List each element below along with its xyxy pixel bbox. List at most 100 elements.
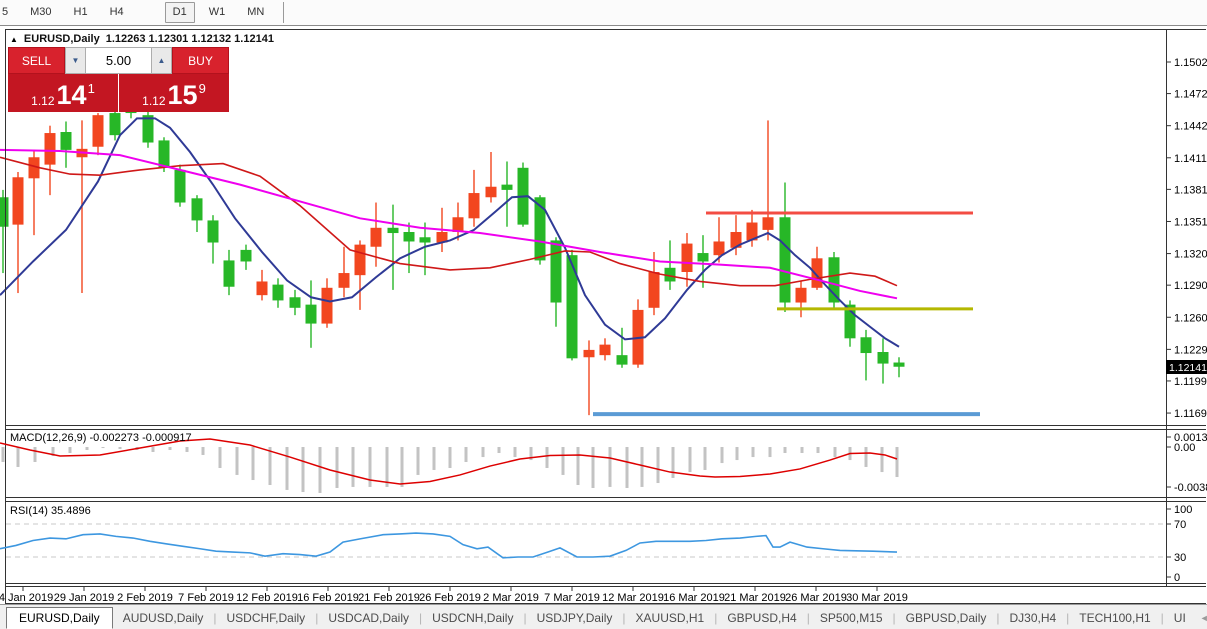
- rsi-pane[interactable]: RSI(14) 35.4896 100 70 30 0: [0, 504, 1192, 584]
- tab-xauusd-h1[interactable]: XAUUSD,H1: [635, 610, 705, 625]
- candle-body: [0, 197, 9, 227]
- svg-text:1.12141: 1.12141: [1169, 362, 1207, 374]
- candle-body: [436, 232, 448, 243]
- candle-body: [566, 255, 578, 359]
- sell-price-box[interactable]: 1.12 14 1: [8, 74, 118, 112]
- tab-separator: |: [714, 610, 718, 625]
- candle-body: [354, 244, 366, 276]
- candle-body: [158, 140, 170, 168]
- tab-scroll-left-icon[interactable]: ◄: [1200, 613, 1207, 623]
- price-tick-label: 1.13510: [1174, 216, 1207, 228]
- tab-audusd-daily[interactable]: AUDUSD,Daily: [122, 610, 204, 625]
- ma-medium-line[interactable]: [0, 156, 898, 287]
- buy-price-sup: 9: [198, 81, 206, 96]
- candle-body: [860, 337, 872, 354]
- timeframe-button-h1[interactable]: H1: [73, 6, 88, 18]
- tab-dj30-h4[interactable]: DJ30,H4: [1009, 610, 1057, 625]
- tab-usdjpy-daily[interactable]: USDJPY,Daily: [536, 610, 613, 625]
- date-tick-label: 16 Mar 2019: [663, 592, 725, 604]
- macd-pane[interactable]: MACD(12,26,9) -0.002273 -0.000917 0.00131…: [0, 432, 1207, 494]
- tab-ui[interactable]: UI: [1173, 610, 1186, 625]
- price-tick-label: 1.11995: [1174, 376, 1207, 388]
- volume-increase-button[interactable]: ▲: [151, 47, 172, 74]
- rsi-line: [0, 532, 898, 559]
- date-tick-label: 12 Feb 2019: [236, 592, 298, 604]
- timeframe-button-d1[interactable]: D1: [164, 2, 195, 23]
- buy-button[interactable]: BUY: [172, 47, 229, 74]
- timeframe-button-mn[interactable]: MN: [247, 6, 265, 18]
- price-tick-label: 1.13815: [1174, 184, 1207, 196]
- date-tick-label: 2 Mar 2019: [483, 592, 539, 604]
- date-tick-label: 2 Feb 2019: [117, 592, 173, 604]
- date-tick-label: 7 Feb 2019: [178, 592, 234, 604]
- tab-sp500-m15[interactable]: SP500,M15: [819, 610, 883, 625]
- sell-price-prefix: 1.12: [31, 94, 55, 108]
- price-tick-label: 1.13205: [1174, 249, 1207, 261]
- tab-separator: |: [419, 610, 423, 625]
- candle-body: [468, 193, 480, 219]
- candle-body: [485, 186, 497, 198]
- tab-separator: |: [1160, 610, 1164, 625]
- timeframe-button-m30[interactable]: M30: [30, 6, 52, 18]
- sell-button[interactable]: SELL: [8, 47, 65, 74]
- date-tick-label: 26 Feb 2019: [419, 592, 481, 604]
- rsi-axis-label: 30: [1174, 552, 1186, 564]
- candle-body: [240, 249, 252, 262]
- candle-body: [795, 287, 807, 303]
- price-tick-label: 1.12905: [1174, 280, 1207, 292]
- candle-body: [452, 217, 464, 232]
- candle-body: [305, 304, 317, 324]
- ma-fast-line[interactable]: [0, 117, 900, 348]
- timeframe-button-h4[interactable]: H4: [109, 6, 124, 18]
- price-axis[interactable]: 1.15025 1.14725 1.14420 1.14115 1.13815 1.135…: [1166, 57, 1207, 420]
- candle-body: [28, 157, 40, 179]
- timeframe-button-5[interactable]: 5: [2, 6, 9, 18]
- buy-price-box[interactable]: 1.12 15 9: [119, 74, 229, 112]
- tab-separator: |: [1066, 610, 1070, 625]
- sell-price-big: 14: [56, 80, 87, 110]
- rsi-axis-label: 70: [1174, 519, 1186, 531]
- rsi-axis-label: 0: [1174, 572, 1180, 584]
- candle-body: [44, 133, 56, 165]
- candle-body: [207, 220, 219, 243]
- tab-tech100-h1[interactable]: TECH100,H1: [1079, 610, 1151, 625]
- price-tick-label: 1.12600: [1174, 312, 1207, 324]
- tab-usdcnh-daily[interactable]: USDCNH,Daily: [432, 610, 514, 625]
- candle-body: [648, 272, 660, 308]
- tab-usdcad-daily[interactable]: USDCAD,Daily: [328, 610, 409, 625]
- candle-body: [828, 257, 840, 303]
- tab-gbpusd-daily[interactable]: GBPUSD,Daily: [905, 610, 987, 625]
- date-tick-label: 30 Mar 2019: [846, 592, 908, 604]
- price-tick-label: 1.14725: [1174, 89, 1207, 101]
- buy-price-big: 15: [167, 80, 198, 110]
- tab-eurusd-daily[interactable]: EURUSD,Daily: [6, 606, 113, 629]
- rsi-label: RSI(14) 35.4896: [10, 505, 91, 517]
- volume-decrease-button[interactable]: ▼: [65, 47, 86, 74]
- candle-body: [893, 362, 905, 367]
- volume-input[interactable]: 5.00: [86, 47, 151, 74]
- candle-body: [534, 197, 546, 261]
- price-tick-label: 1.14420: [1174, 121, 1207, 133]
- collapse-icon[interactable]: ▲: [10, 34, 18, 44]
- candle-body: [272, 284, 284, 301]
- candle-body: [109, 113, 121, 136]
- tab-gbpusd-h4[interactable]: GBPUSD,H4: [727, 610, 797, 625]
- macd-signal-line: [0, 438, 898, 485]
- tab-separator: |: [213, 610, 217, 625]
- candle-body: [321, 287, 333, 324]
- tab-separator: |: [892, 610, 896, 625]
- tab-usdchf-daily[interactable]: USDCHF,Daily: [226, 610, 306, 625]
- chart-canvas[interactable]: 1.15025 1.14725 1.14420 1.14115 1.13815 1.135…: [0, 29, 1207, 604]
- candle-body: [844, 304, 856, 339]
- candle-body: [664, 267, 676, 282]
- ma-slow-line[interactable]: [0, 148, 898, 300]
- timeframe-button-w1[interactable]: W1: [208, 6, 226, 18]
- sell-price-sup: 1: [87, 81, 95, 96]
- tab-separator: |: [622, 610, 626, 625]
- date-tick-label: 12 Mar 2019: [602, 592, 664, 604]
- candle-body: [142, 115, 154, 143]
- candle-body: [419, 237, 431, 243]
- candle-body: [174, 169, 186, 203]
